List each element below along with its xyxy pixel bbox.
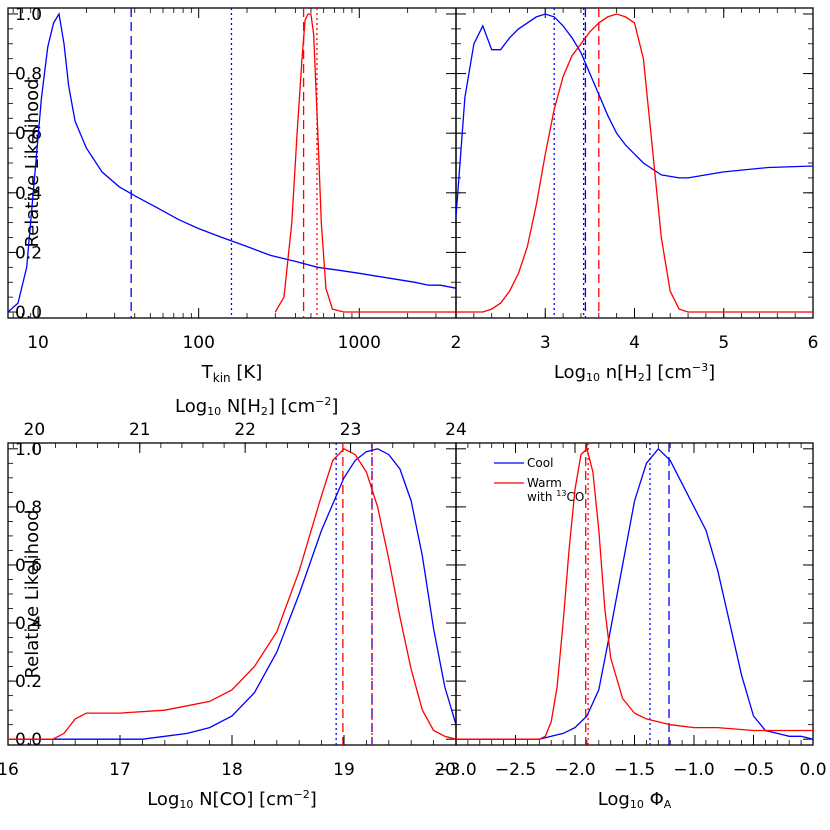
panel-4: −3.0 −2.5 −2.0 −1.5 −1.0 −0.5 0.0 Log10 ΦA Cool W… [435, 442, 827, 811]
x-axis-label: Log10 ΦA [598, 789, 672, 811]
legend-label-line2: with 13CO [527, 489, 584, 504]
x-tick-label: 100 [182, 333, 214, 353]
y-tick-label: 1.0 [15, 5, 42, 25]
x-axis-label: Log10 N[CO] [cm−2] [147, 788, 317, 811]
x-tick-label: −2.5 [495, 760, 536, 780]
top-x-tick-label: 21 [129, 420, 151, 440]
top-x-tick-label: 23 [340, 420, 362, 440]
series-line-red [8, 448, 456, 740]
top-x-tick-label: 22 [234, 420, 256, 440]
y-tick-label: 0.2 [15, 672, 42, 692]
series-line-blue [456, 13, 813, 217]
series-line-red [274, 13, 456, 313]
x-tick-label: −3.0 [435, 760, 476, 780]
series-line-red [456, 447, 813, 740]
x-tick-label: 20 [434, 760, 456, 780]
x-tick-label: 0.0 [799, 760, 826, 780]
panel-3: 0.0 0.2 0.4 0.6 0.8 1.0 Relative Likelihood 16 1… [0, 395, 467, 811]
x-tick-label: −0.5 [733, 760, 774, 780]
y-tick-label: 0.4 [15, 614, 42, 634]
y-tick-label: 1.0 [15, 440, 42, 460]
legend-label: Warm [527, 476, 562, 490]
x-axis-label: Log10 n[H2] [cm−3] [554, 361, 715, 384]
y-axis-label: Relative Likelihood [22, 78, 43, 247]
x-axis-label: Tkin [K] [201, 362, 262, 385]
legend-label: Cool [527, 456, 553, 470]
series-line-blue [8, 12, 456, 313]
y-tick-label: 0.8 [15, 498, 42, 518]
top-x-tick-label: 24 [445, 420, 467, 440]
plot-frame [455, 442, 814, 746]
panel-2: 2 3 4 5 6 Log10 n[H2] [cm−3] [451, 7, 819, 384]
y-tick-label: 0.0 [15, 303, 42, 323]
y-tick-label: 0.0 [15, 730, 42, 750]
x-tick-label: 5 [718, 333, 729, 353]
y-axis-label: Relative Likelihood [22, 509, 43, 678]
x-tick-label: −2.0 [554, 760, 595, 780]
x-tick-label: 19 [333, 760, 355, 780]
series-line-blue [456, 447, 813, 740]
top-x-axis-label: Log10 N[H2] [cm−2] [175, 395, 338, 418]
plot-frame [455, 7, 814, 319]
x-tick-label: 17 [109, 760, 131, 780]
x-tick-label: 16 [0, 760, 19, 780]
x-tick-label: 2 [451, 333, 462, 353]
x-tick-label: 6 [808, 333, 819, 353]
y-tick-label: 0.8 [15, 65, 42, 85]
y-tick-label: 0.4 [15, 184, 42, 204]
x-tick-label: −1.0 [673, 760, 714, 780]
series-line-red [456, 13, 813, 313]
x-tick-label: 10 [27, 333, 49, 353]
x-tick-label: 1000 [338, 333, 381, 353]
x-tick-label: 4 [629, 333, 640, 353]
y-tick-label: 0.6 [15, 556, 42, 576]
top-x-tick-label: 20 [24, 420, 46, 440]
plot-frame [7, 442, 457, 746]
y-tick-label: 0.6 [15, 124, 42, 144]
series-line-blue [8, 448, 456, 740]
x-tick-label: −1.5 [614, 760, 655, 780]
x-tick-label: 18 [221, 760, 243, 780]
x-tick-label: 3 [540, 333, 551, 353]
